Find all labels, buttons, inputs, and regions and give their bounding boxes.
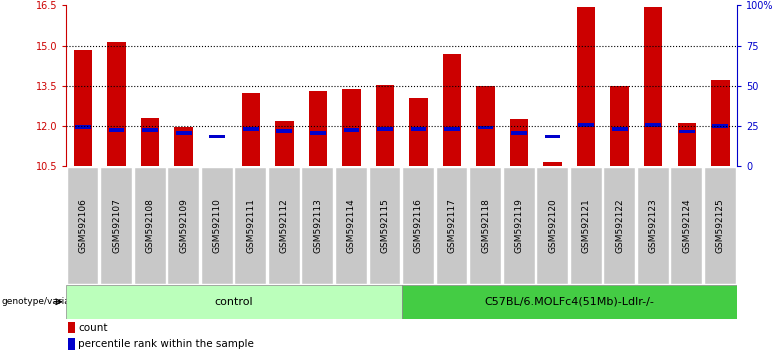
Text: GSM592111: GSM592111 bbox=[246, 198, 255, 253]
Bar bbox=[377, 127, 393, 131]
Text: genotype/variation: genotype/variation bbox=[2, 297, 87, 306]
Bar bbox=[209, 135, 225, 138]
Bar bbox=[477, 126, 494, 129]
Bar bbox=[711, 80, 729, 166]
FancyBboxPatch shape bbox=[470, 167, 501, 284]
Text: GSM592120: GSM592120 bbox=[548, 198, 557, 253]
FancyBboxPatch shape bbox=[101, 167, 132, 284]
Bar bbox=[342, 88, 360, 166]
Bar bbox=[275, 121, 293, 166]
Text: GSM592109: GSM592109 bbox=[179, 198, 188, 253]
FancyBboxPatch shape bbox=[168, 167, 199, 284]
FancyBboxPatch shape bbox=[236, 167, 266, 284]
Bar bbox=[108, 129, 125, 132]
Bar bbox=[310, 131, 326, 135]
Bar bbox=[66, 285, 402, 319]
Bar bbox=[645, 123, 661, 126]
Bar bbox=[510, 119, 528, 166]
Bar bbox=[443, 53, 461, 166]
FancyBboxPatch shape bbox=[135, 167, 165, 284]
Text: GSM592122: GSM592122 bbox=[615, 198, 624, 253]
Bar bbox=[242, 92, 260, 166]
Bar bbox=[611, 86, 629, 166]
FancyBboxPatch shape bbox=[537, 167, 568, 284]
Bar bbox=[511, 131, 527, 135]
Bar bbox=[343, 129, 360, 132]
Bar bbox=[544, 135, 561, 138]
FancyBboxPatch shape bbox=[269, 167, 300, 284]
Bar bbox=[176, 131, 192, 135]
Text: GSM592117: GSM592117 bbox=[448, 198, 456, 253]
Text: GSM592125: GSM592125 bbox=[716, 198, 725, 253]
Text: C57BL/6.MOLFc4(51Mb)-Ldlr-/-: C57BL/6.MOLFc4(51Mb)-Ldlr-/- bbox=[484, 297, 654, 307]
Bar bbox=[175, 127, 193, 166]
Bar bbox=[309, 91, 327, 166]
Bar bbox=[577, 7, 595, 166]
Bar bbox=[276, 129, 292, 133]
FancyBboxPatch shape bbox=[705, 167, 736, 284]
Text: GSM592124: GSM592124 bbox=[682, 198, 691, 253]
Bar bbox=[243, 127, 259, 131]
FancyBboxPatch shape bbox=[437, 167, 467, 284]
Bar bbox=[402, 285, 737, 319]
Bar bbox=[444, 127, 460, 131]
Text: GSM592116: GSM592116 bbox=[414, 198, 423, 253]
Text: GSM592123: GSM592123 bbox=[649, 198, 658, 253]
Text: GSM592118: GSM592118 bbox=[481, 198, 490, 253]
FancyBboxPatch shape bbox=[336, 167, 367, 284]
Bar bbox=[74, 50, 92, 166]
Text: GSM592113: GSM592113 bbox=[314, 198, 322, 253]
Bar bbox=[544, 162, 562, 166]
FancyBboxPatch shape bbox=[303, 167, 333, 284]
Bar bbox=[376, 85, 394, 166]
Bar bbox=[712, 124, 729, 128]
FancyBboxPatch shape bbox=[604, 167, 635, 284]
Bar bbox=[410, 98, 427, 166]
Text: GSM592107: GSM592107 bbox=[112, 198, 121, 253]
Text: GSM592115: GSM592115 bbox=[381, 198, 389, 253]
Text: control: control bbox=[215, 297, 254, 307]
Bar bbox=[612, 127, 628, 131]
FancyBboxPatch shape bbox=[403, 167, 434, 284]
FancyBboxPatch shape bbox=[571, 167, 601, 284]
FancyBboxPatch shape bbox=[68, 167, 98, 284]
Bar bbox=[410, 127, 427, 131]
Text: GSM592110: GSM592110 bbox=[213, 198, 222, 253]
Text: GSM592106: GSM592106 bbox=[79, 198, 87, 253]
Bar bbox=[68, 322, 76, 333]
FancyBboxPatch shape bbox=[504, 167, 534, 284]
FancyBboxPatch shape bbox=[672, 167, 702, 284]
Text: GSM592121: GSM592121 bbox=[582, 198, 590, 253]
FancyBboxPatch shape bbox=[370, 167, 400, 284]
Text: count: count bbox=[78, 323, 108, 333]
Text: GSM592119: GSM592119 bbox=[515, 198, 523, 253]
Bar bbox=[477, 86, 495, 166]
Text: GSM592108: GSM592108 bbox=[146, 198, 154, 253]
Bar bbox=[578, 123, 594, 126]
Bar bbox=[679, 130, 695, 133]
FancyBboxPatch shape bbox=[202, 167, 232, 284]
Bar bbox=[75, 125, 91, 129]
Bar bbox=[678, 124, 696, 166]
Bar bbox=[644, 7, 662, 166]
Text: percentile rank within the sample: percentile rank within the sample bbox=[78, 339, 254, 349]
Bar bbox=[142, 129, 158, 132]
Text: GSM592112: GSM592112 bbox=[280, 198, 289, 253]
Bar bbox=[68, 338, 76, 350]
FancyBboxPatch shape bbox=[638, 167, 668, 284]
Bar bbox=[141, 118, 159, 166]
Bar bbox=[108, 41, 126, 166]
Text: GSM592114: GSM592114 bbox=[347, 198, 356, 253]
